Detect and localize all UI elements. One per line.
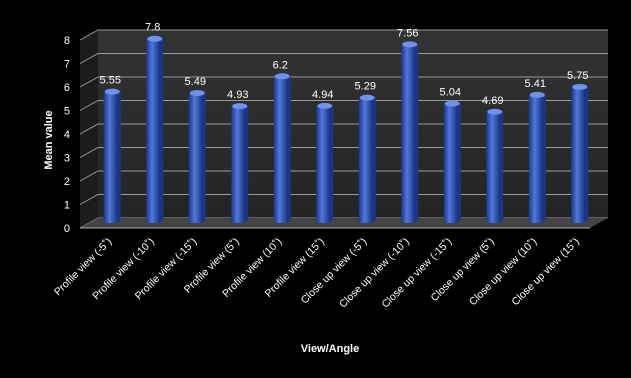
y-tick-label: 6 [64, 82, 70, 94]
bar-front [188, 93, 202, 223]
bar-top [317, 102, 333, 109]
y-tick-label: 4 [64, 129, 70, 141]
data-label: 5.49 [185, 76, 206, 88]
gridline [79, 76, 608, 88]
bar-top [529, 91, 545, 98]
bar-side [116, 89, 121, 223]
bar-side [499, 109, 504, 223]
bar-front [528, 95, 542, 223]
bar-front [443, 104, 457, 223]
bar-side [286, 74, 291, 223]
bar [571, 83, 589, 223]
data-label: 5.41 [525, 78, 546, 90]
bar-front [103, 92, 117, 223]
gridline [79, 100, 608, 111]
data-label: 4.69 [482, 95, 503, 107]
bar-top [274, 73, 290, 80]
data-label: 5.55 [100, 75, 121, 87]
data-label: 5.29 [355, 81, 376, 93]
gridline [79, 194, 608, 205]
bar-top [572, 83, 588, 90]
bar-top [189, 89, 205, 96]
bar [443, 100, 461, 223]
gridline [79, 29, 608, 41]
bar-side [159, 36, 164, 224]
bar [358, 94, 376, 223]
bar [528, 91, 546, 224]
gridline [79, 53, 608, 64]
chart-floor [80, 218, 608, 229]
bar [486, 108, 504, 223]
floor-plane [80, 218, 608, 228]
data-labels: 5.55 7.8 5.49 4.93 6.2 4.94 5.29 7.56 5.04 4.69 5.… [100, 22, 589, 107]
bar-top [444, 100, 460, 107]
x-axis-label: View/Angle [301, 343, 359, 355]
y-tick-label: 5 [64, 106, 70, 118]
bar-side [414, 42, 419, 224]
bars [103, 35, 589, 224]
bar [273, 73, 291, 223]
bar-front [401, 45, 415, 224]
bar-front [273, 77, 287, 223]
bar-top [104, 88, 120, 95]
bar-top [487, 108, 503, 115]
bar [316, 102, 334, 223]
y-tick-label: 0 [64, 223, 70, 235]
y-axis-ticks: 0 1 2 3 4 5 6 7 8 [64, 35, 70, 235]
gridline [79, 147, 608, 158]
data-label: 4.93 [227, 89, 248, 101]
x-tick-label: Close up view (-15˚) [379, 236, 454, 311]
x-axis-ticks: Profile view (-5˚)Profile view (-10˚)Pro… [52, 236, 582, 311]
bar [231, 103, 249, 223]
bar-side [456, 101, 461, 223]
y-tick-label: 7 [64, 59, 70, 71]
bar-front [358, 98, 372, 223]
data-label: 5.04 [440, 87, 461, 99]
y-tick-label: 1 [64, 200, 70, 212]
bar-side [329, 103, 334, 223]
bar [103, 88, 121, 223]
bar-front [486, 112, 500, 223]
data-label: 7.8 [145, 22, 160, 34]
y-tick-label: 3 [64, 153, 70, 165]
bar-side [201, 90, 206, 223]
gridline [79, 123, 608, 135]
x-tick-label: Close up view (-10˚) [337, 236, 412, 311]
data-label: 7.56 [397, 27, 418, 39]
y-tick-label: 8 [64, 35, 70, 47]
bar-front [146, 39, 160, 224]
gridline [79, 170, 608, 182]
bar [401, 41, 419, 224]
data-label: 5.75 [567, 70, 588, 82]
bar-side [244, 104, 249, 223]
bar [188, 89, 206, 223]
y-axis-label: Mean value [43, 110, 55, 169]
bar [146, 35, 164, 224]
bar-top [232, 103, 248, 110]
bar-top [402, 41, 418, 48]
data-label: 6.2 [273, 59, 288, 71]
y-tick-label: 2 [64, 176, 70, 188]
bar-side [584, 84, 589, 223]
bar-front [231, 107, 245, 223]
bar-top [147, 35, 163, 42]
bar-side [541, 92, 546, 224]
bar-side [371, 95, 376, 223]
bar-top [359, 94, 375, 101]
bar-front [316, 106, 330, 223]
data-label: 4.94 [312, 89, 333, 101]
bar-front [571, 87, 585, 223]
